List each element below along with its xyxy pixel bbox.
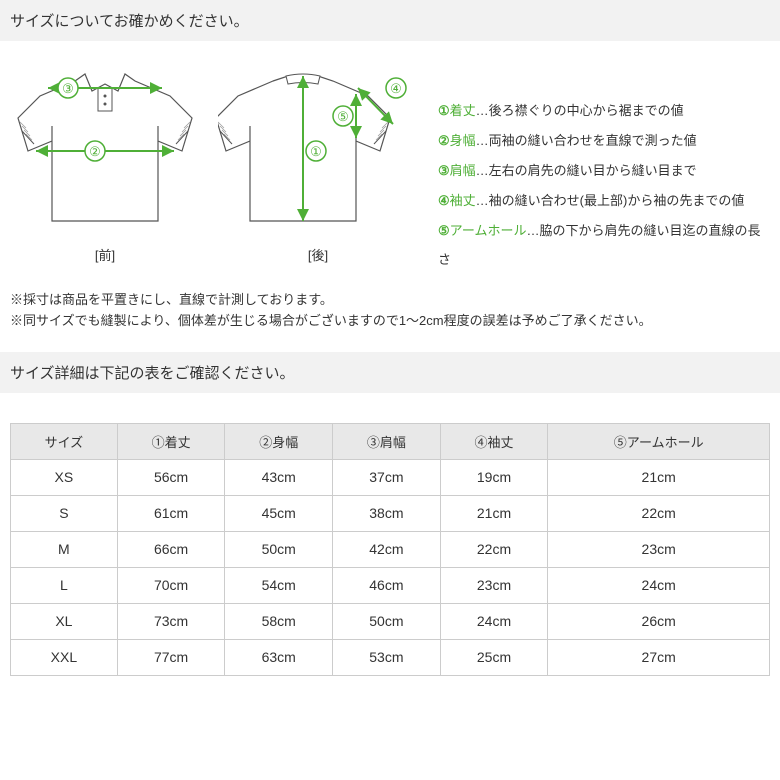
legend-item: ②身幅…両袖の縫い合わせを直線で測った値 (438, 126, 770, 156)
table-row: S61cm45cm38cm21cm22cm (11, 495, 770, 531)
table-row: M66cm50cm42cm22cm23cm (11, 531, 770, 567)
table-cell: 38cm (333, 495, 441, 531)
table-cell: S (11, 495, 118, 531)
table-cell: 23cm (548, 531, 770, 567)
num3-label: ③ (62, 81, 74, 96)
table-cell: 61cm (117, 495, 225, 531)
table-cell: 56cm (117, 459, 225, 495)
num1-label: ① (310, 144, 322, 159)
table-cell: 54cm (225, 567, 333, 603)
table-cell: 50cm (333, 603, 441, 639)
table-cell: 21cm (548, 459, 770, 495)
table-cell: 53cm (333, 639, 441, 675)
table-cell: 66cm (117, 531, 225, 567)
table-cell: 24cm (548, 567, 770, 603)
table-cell: XS (11, 459, 118, 495)
table-row: L70cm54cm46cm23cm24cm (11, 567, 770, 603)
table-cell: 25cm (440, 639, 548, 675)
table-cell: 37cm (333, 459, 441, 495)
table-row: XL73cm58cm50cm24cm26cm (11, 603, 770, 639)
legend-item: ④袖丈…袖の縫い合わせ(最上部)から袖の先までの値 (438, 186, 770, 216)
back-shirt-svg: ① ④ ⑤ (218, 56, 418, 236)
note-line-2: ※同サイズでも縫製により、個体差が生じる場合がございますので1〜2cm程度の誤差… (10, 311, 770, 332)
table-cell: 19cm (440, 459, 548, 495)
table-cell: 73cm (117, 603, 225, 639)
table-cell: 23cm (440, 567, 548, 603)
num2-label: ② (89, 144, 101, 159)
table-cell: M (11, 531, 118, 567)
table-cell: XXL (11, 639, 118, 675)
table-header-cell: ③肩幅 (333, 423, 441, 459)
table-cell: 43cm (225, 459, 333, 495)
table-cell: 42cm (333, 531, 441, 567)
table-cell: 77cm (117, 639, 225, 675)
front-shirt-svg: ③ ② (10, 56, 200, 236)
back-label: [後] (218, 245, 418, 264)
table-row: XXL77cm63cm53cm25cm27cm (11, 639, 770, 675)
table-check-header: サイズ詳細は下記の表をご確認ください。 (0, 352, 780, 393)
note-line-1: ※採寸は商品を平置きにし、直線で計測しております。 (10, 290, 770, 311)
shirt-diagrams: ③ ② [前] (10, 56, 418, 264)
table-cell: 26cm (548, 603, 770, 639)
table-cell: 70cm (117, 567, 225, 603)
measurement-notes: ※採寸は商品を平置きにし、直線で計測しております。 ※同サイズでも縫製により、個… (0, 280, 780, 352)
legend-item: ①着丈…後ろ襟ぐりの中心から裾までの値 (438, 96, 770, 126)
table-row: XS56cm43cm37cm19cm21cm (11, 459, 770, 495)
table-cell: 46cm (333, 567, 441, 603)
table-header-cell: ④袖丈 (440, 423, 548, 459)
table-cell: L (11, 567, 118, 603)
table-header-cell: サイズ (11, 423, 118, 459)
front-shirt-block: ③ ② [前] (10, 56, 200, 264)
table-cell: XL (11, 603, 118, 639)
back-shirt-block: ① ④ ⑤ [後] (218, 56, 418, 264)
table-header-cell: ⑤アームホール (548, 423, 770, 459)
table-cell: 58cm (225, 603, 333, 639)
table-cell: 21cm (440, 495, 548, 531)
table-header-cell: ②身幅 (225, 423, 333, 459)
table-cell: 24cm (440, 603, 548, 639)
table-header-cell: ①着丈 (117, 423, 225, 459)
table-cell: 50cm (225, 531, 333, 567)
table-cell: 27cm (548, 639, 770, 675)
legend-list: ①着丈…後ろ襟ぐりの中心から裾までの値②身幅…両袖の縫い合わせを直線で測った値③… (438, 96, 770, 275)
table-cell: 22cm (548, 495, 770, 531)
diagram-section: ③ ② [前] (0, 41, 780, 280)
num5-label: ⑤ (337, 109, 349, 124)
legend-item: ③肩幅…左右の肩先の縫い目から縫い目まで (438, 156, 770, 186)
table-cell: 63cm (225, 639, 333, 675)
size-check-header: サイズについてお確かめください。 (0, 0, 780, 41)
front-label: [前] (10, 245, 200, 264)
size-table: サイズ①着丈②身幅③肩幅④袖丈⑤アームホール XS56cm43cm37cm19c… (10, 423, 770, 676)
table-cell: 45cm (225, 495, 333, 531)
table-cell: 22cm (440, 531, 548, 567)
num4-label: ④ (390, 81, 402, 96)
legend-item: ⑤アームホール…脇の下から肩先の縫い目迄の直線の長さ (438, 216, 770, 276)
